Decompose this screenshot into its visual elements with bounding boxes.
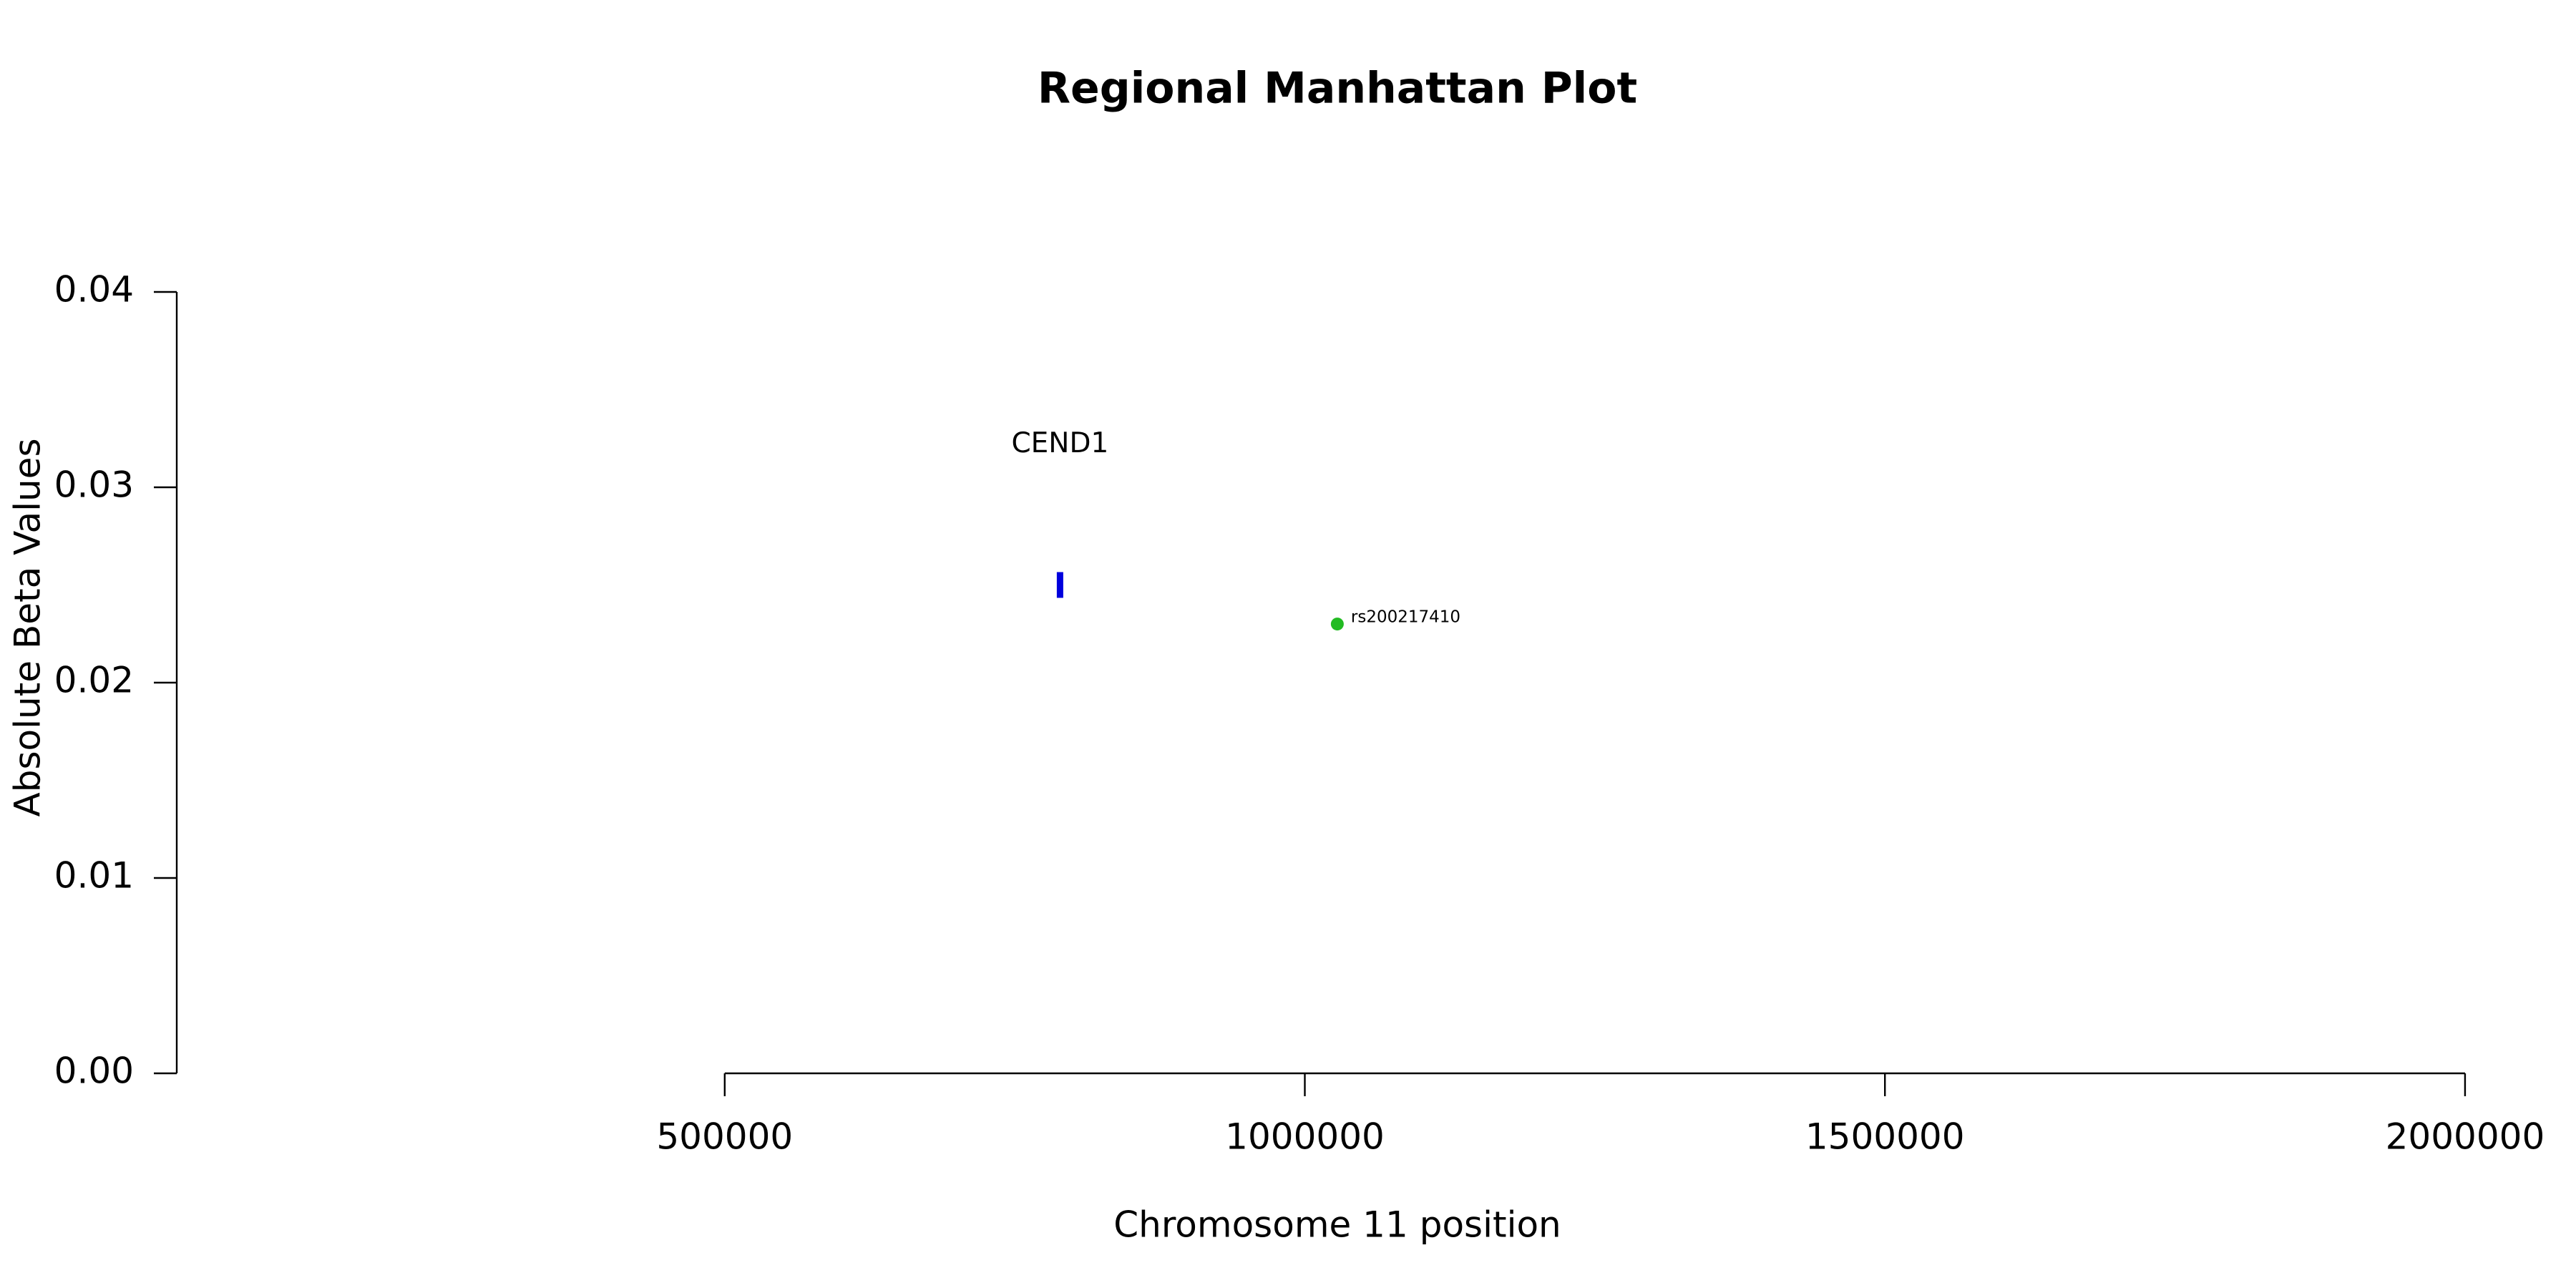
snp-point [1330,618,1344,631]
chart-title: Regional Manhattan Plot [1038,64,1637,114]
y-tick-label: 0.03 [54,464,134,506]
gene-label: CEND1 [1011,427,1108,459]
y-tick-label: 0.00 [54,1050,134,1092]
x-axis-label: Chromosome 11 position [1113,1204,1561,1246]
snp-label: rs200217410 [1351,608,1460,627]
y-axis-label: Absolute Beta Values [7,439,49,817]
x-tick-label: 1500000 [1805,1116,1965,1158]
x-tick-label: 1000000 [1225,1116,1385,1158]
y-tick-label: 0.02 [54,660,134,701]
y-tick-label: 0.04 [54,269,134,311]
x-tick-label: 500000 [656,1116,793,1158]
y-tick-label: 0.01 [54,855,134,897]
x-tick-label: 2000000 [2386,1116,2545,1158]
